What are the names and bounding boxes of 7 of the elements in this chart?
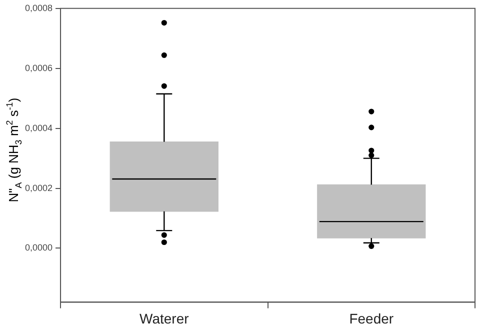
y-tick-label: 0,0006	[24, 62, 53, 73]
y-tick-label: 0,0008	[24, 2, 53, 13]
x-tick-label: Waterer	[140, 310, 190, 326]
y-tick-label: 0,0000	[24, 242, 53, 253]
y-tick-label: 0,0002	[24, 182, 53, 193]
x-tick-label: Feeder	[349, 310, 394, 326]
y-tick-label: 0,0004	[24, 122, 53, 133]
